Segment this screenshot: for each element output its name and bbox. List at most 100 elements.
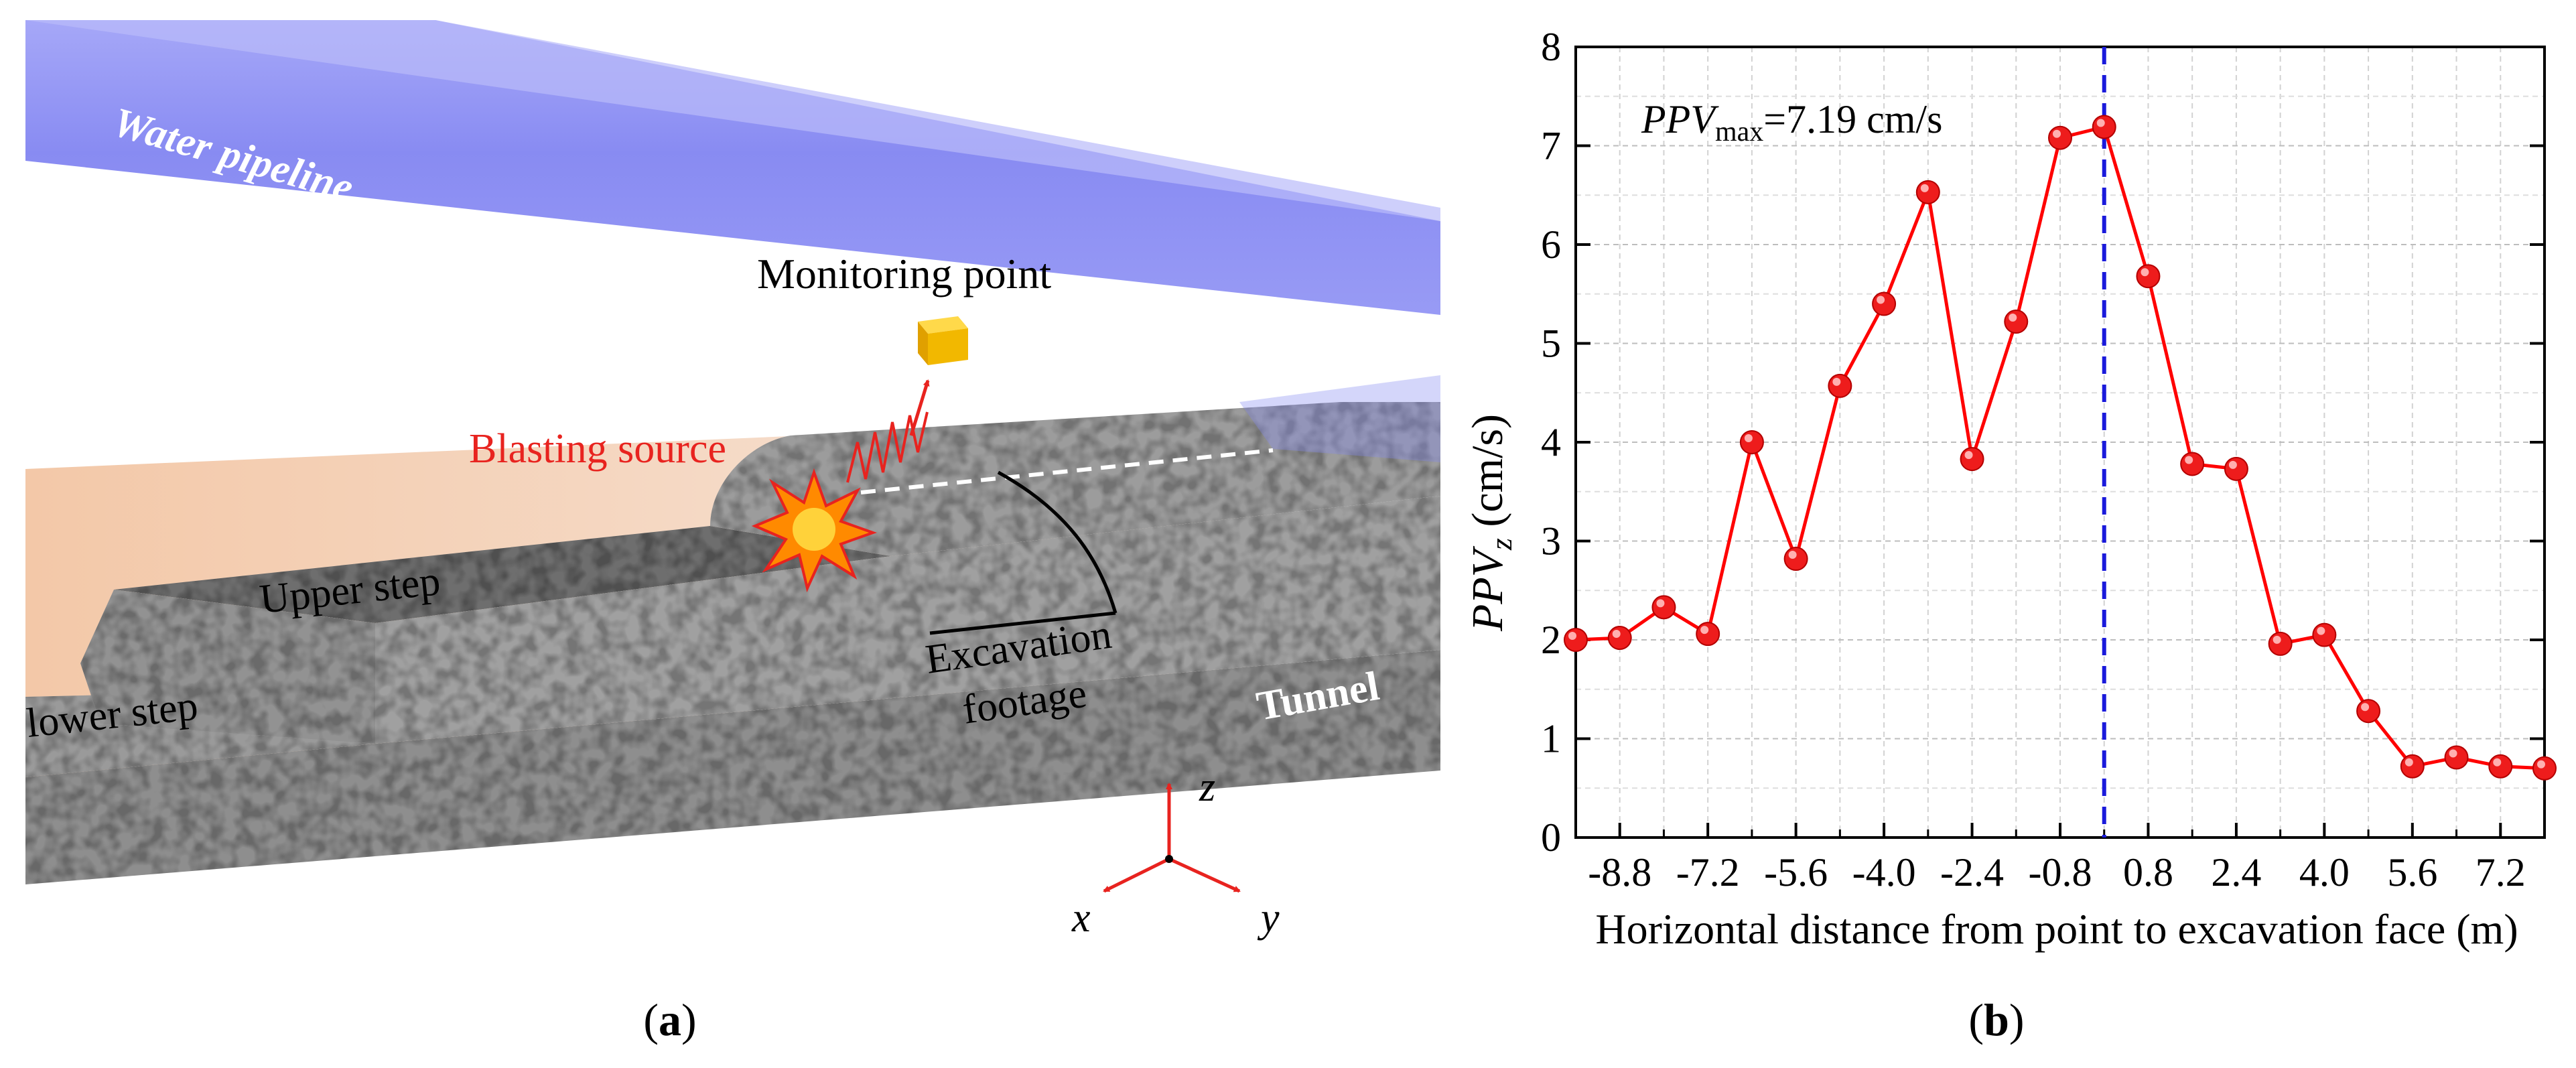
data-point (1915, 180, 1940, 204)
upper-step-surface (114, 526, 891, 623)
x-tick-label: -4.0 (1852, 850, 1916, 894)
data-point (2356, 699, 2381, 724)
axis-z-label: z (1199, 764, 1215, 810)
data-point-highlight (1920, 184, 1929, 192)
x-tick-label: 4.0 (2299, 850, 2350, 894)
monitoring-point-icon (918, 316, 968, 365)
x-tick-label: 0.8 (2123, 850, 2173, 894)
data-point-highlight (2537, 760, 2545, 769)
data-point-highlight (1832, 377, 1841, 386)
data-point (2488, 754, 2513, 779)
water-pipeline (25, 20, 1440, 315)
data-point (2444, 745, 2469, 770)
data-point (1828, 373, 1852, 398)
y-tick-label: 8 (1541, 25, 1561, 69)
data-point (2136, 264, 2161, 289)
data-point-highlight (2141, 268, 2149, 277)
data-point-highlight (1612, 630, 1621, 639)
data-point (1607, 626, 1632, 651)
y-tick-label: 3 (1541, 519, 1561, 563)
data-point-highlight (2228, 460, 2237, 469)
axis-y-label: y (1257, 895, 1280, 941)
upper-block-side (375, 496, 1440, 744)
data-point-highlight (1700, 626, 1709, 635)
y-tick-label: 6 (1541, 222, 1561, 267)
data-point (2400, 754, 2425, 779)
y-axis-label: PPVz (cm/s) (1463, 414, 1518, 632)
y-tick-label: 1 (1541, 717, 1561, 761)
annotation-suffix: =7.19 cm/s (1763, 97, 1942, 141)
series-line (1575, 125, 2545, 771)
x-tick-label: -8.8 (1588, 850, 1651, 894)
chart-ticks: -8.8 -7.2 -5.6 -4.0 -2.4 -0.8 0.8 2.4 4.0 5.6 7.2 0… (1541, 25, 2545, 894)
data-point (2532, 756, 2557, 781)
x-tick-label: -7.2 (1676, 850, 1740, 894)
upper-block-face (80, 590, 375, 744)
data-point-highlight (2185, 456, 2193, 464)
x-tick-label: 5.6 (2387, 850, 2437, 894)
x-axis-label: Horizontal distance from point to excava… (1595, 905, 2518, 953)
caption-a: (a) (643, 994, 696, 1045)
annotation-ppv-max: PPVmax=7.19 cm/s (1641, 97, 1942, 147)
wave-arrow-icon (909, 379, 930, 436)
chart-series (1564, 47, 2557, 838)
excavation-arc (997, 470, 1117, 614)
label-monitoring-point: Monitoring point (757, 250, 1051, 297)
panel-b-chart: -8.8 -7.2 -5.6 -4.0 -2.4 -0.8 0.8 2.4 4.0 5.6 7.2 0… (1440, 0, 2576, 1065)
tunnel-arch (710, 402, 1440, 556)
label-blasting-source: Blasting source (469, 426, 726, 472)
data-point-highlight (1964, 451, 1973, 460)
y-tick-label: 0 (1541, 815, 1561, 860)
data-point (1783, 547, 1808, 572)
data-point-highlight (1788, 551, 1797, 559)
y-tick-label: 5 (1541, 322, 1561, 366)
data-point-highlight (1568, 632, 1576, 640)
data-point (1872, 291, 1897, 316)
data-point-highlight (2404, 758, 2413, 766)
data-point (2092, 115, 2116, 139)
data-point (1564, 628, 1588, 652)
panel-a-model: Water pipeline Monitoring point Blasting… (24, 20, 1440, 1045)
data-point (2268, 631, 2293, 656)
x-tick-label: 2.4 (2211, 850, 2261, 894)
x-tick-label: -0.8 (2029, 850, 2092, 894)
data-point-highlight (1656, 599, 1665, 608)
data-point (2048, 125, 2072, 150)
x-tick-label: -2.4 (1940, 850, 2004, 894)
data-point (1651, 595, 1676, 620)
data-point-highlight (2273, 635, 2281, 644)
data-point-highlight (1877, 295, 1885, 304)
axis-x-label: x (1071, 895, 1091, 941)
data-point (1739, 430, 1764, 454)
crown-dashed-line (860, 448, 1274, 494)
data-point-highlight (2009, 314, 2017, 322)
annotation-prefix: PPV (1641, 97, 1719, 141)
data-point-highlight (2317, 626, 2325, 635)
model-figure: Water pipeline Monitoring point Blasting… (24, 20, 1440, 1045)
annotation-subscript: max (1715, 117, 1763, 147)
x-tick-label: -5.6 (1764, 850, 1828, 894)
data-point (2224, 456, 2248, 481)
y-tick-label: 7 (1541, 124, 1561, 168)
data-point (2004, 310, 2029, 334)
data-point-highlight (2096, 119, 2105, 127)
blast-icon (751, 468, 877, 593)
x-tick-label: 7.2 (2476, 850, 2526, 894)
data-point (1960, 447, 1984, 472)
tunnel-front-face (25, 650, 1440, 884)
chart-grid (1575, 47, 2545, 838)
coordinate-axes (1103, 783, 1241, 893)
data-point-highlight (2053, 129, 2061, 138)
data-point (2312, 622, 2337, 647)
y-tick-label: 2 (1541, 618, 1561, 662)
data-point (1696, 622, 1720, 647)
y-tick-label: 4 (1541, 420, 1561, 464)
data-point-highlight (2449, 749, 2457, 758)
ppv-chart: -8.8 -7.2 -5.6 -4.0 -2.4 -0.8 0.8 2.4 4.0 5.6 7.2 0… (1463, 25, 2557, 1045)
data-point-highlight (1744, 434, 1753, 442)
data-point-highlight (2361, 703, 2370, 712)
data-point (2180, 452, 2205, 476)
caption-b: (b) (1968, 994, 2024, 1045)
vibration-wave-icon (846, 411, 929, 483)
data-point-highlight (2493, 758, 2502, 766)
